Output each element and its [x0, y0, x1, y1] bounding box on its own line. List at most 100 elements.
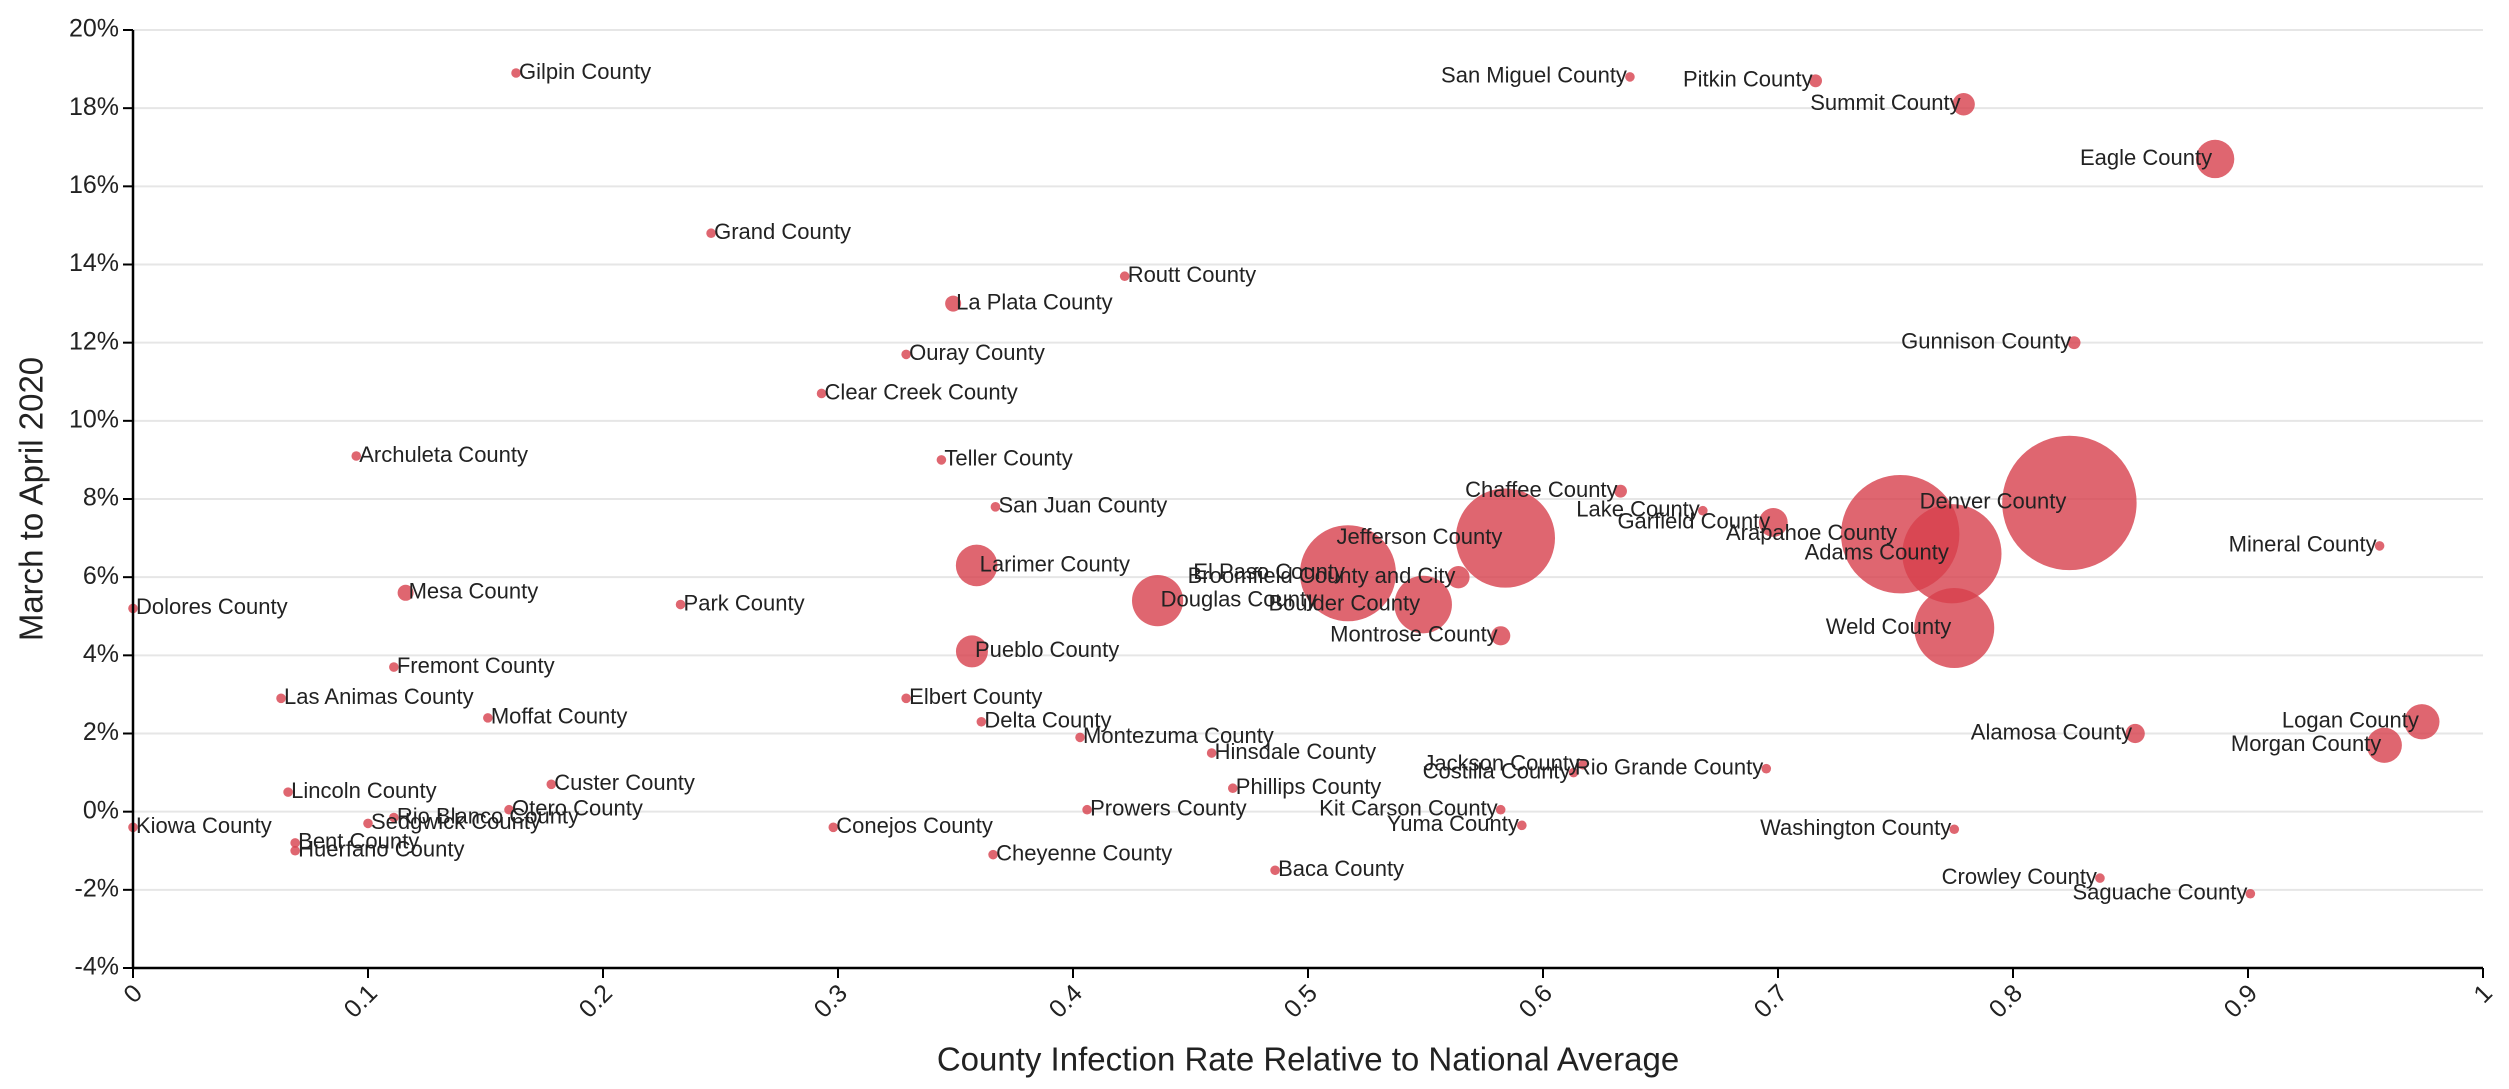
bubble — [1132, 575, 1184, 627]
x-tick-label: 0.5 — [1279, 979, 1323, 1023]
bubble — [945, 295, 962, 312]
point-label: Adams County — [1805, 540, 1949, 565]
bubble — [1758, 508, 1788, 537]
bubble — [2067, 336, 2081, 350]
point-label: Larimer County — [980, 551, 1130, 576]
point-label: Kiowa County — [136, 813, 272, 838]
y-axis-title: March to April 2020 — [13, 357, 50, 641]
point-label: Mesa County — [409, 579, 539, 604]
y-tick-label: 20% — [69, 15, 119, 43]
point-label: Gunnison County — [1901, 328, 2071, 353]
x-tick-label: 1 — [2468, 979, 2498, 1009]
bubble — [2002, 435, 2137, 571]
bubble — [1952, 93, 1975, 116]
bubble — [1455, 488, 1555, 588]
bubble — [397, 584, 414, 601]
bubble — [1270, 865, 1280, 876]
point-label: Morgan County — [2231, 731, 2381, 756]
bubble — [1614, 484, 1627, 498]
bubble — [1447, 565, 1470, 589]
bubble — [988, 849, 998, 860]
bubble — [828, 822, 839, 833]
bubble — [2404, 704, 2440, 740]
y-tick-label: -4% — [75, 953, 119, 981]
bubble — [1698, 505, 1708, 516]
point-label: Boulder County — [1268, 590, 1420, 615]
point-label: Lake County — [1576, 497, 1700, 522]
point-label: Arapahoe County — [1726, 520, 1897, 545]
y-tick-label: 14% — [69, 249, 119, 277]
point-label: El Paso County — [1193, 559, 1345, 584]
point-label: Hinsdale County — [1215, 739, 1376, 764]
bubble — [1625, 72, 1635, 82]
point-label: Summit County — [1810, 90, 1960, 115]
bubble — [483, 713, 493, 723]
y-tick-label: 0% — [83, 796, 119, 824]
point-label: Phillips County — [1236, 774, 1382, 799]
bubble — [511, 68, 521, 78]
bubble — [2245, 888, 2256, 899]
point-label: Bent County — [298, 829, 419, 854]
bubble — [901, 349, 911, 360]
point-label: Delta County — [984, 708, 1111, 733]
x-tick-label: 0.6 — [1514, 979, 1558, 1023]
bubble — [290, 838, 300, 848]
point-label: San Miguel County — [1441, 63, 1627, 88]
bubble — [1914, 587, 1995, 668]
bubble — [389, 662, 399, 672]
bubble — [1578, 759, 1588, 770]
point-label: Gilpin County — [519, 59, 651, 84]
bubble — [1082, 804, 1092, 815]
bubble — [976, 716, 987, 727]
x-axis-title: County Infection Rate Relative to Nation… — [937, 1041, 1679, 1078]
bubble — [706, 228, 716, 239]
bubble — [1809, 74, 1822, 88]
bubble — [2195, 139, 2235, 179]
bubble — [990, 502, 1001, 512]
point-label: Huerfano County — [298, 837, 464, 862]
point-label: Prowers County — [1090, 796, 1247, 821]
point-label: Jackson County — [1423, 751, 1580, 776]
marks — [128, 68, 2440, 899]
bubble — [2125, 723, 2145, 744]
bubble — [1075, 732, 1085, 743]
bubble — [351, 451, 362, 461]
x-tick-label: 0.3 — [809, 979, 853, 1023]
bubble — [389, 812, 399, 823]
bubble — [1394, 575, 1452, 634]
bubble — [546, 779, 557, 790]
bubble — [363, 818, 373, 829]
point-label: Alamosa County — [1971, 719, 2132, 744]
y-tick-label: 18% — [69, 93, 119, 121]
y-tick-label: 4% — [83, 640, 119, 668]
y-tick-label: -2% — [75, 874, 119, 902]
point-label: Park County — [684, 590, 805, 615]
bubble — [2095, 873, 2105, 883]
bubble — [1568, 767, 1579, 778]
point-label: Weld County — [1826, 614, 1952, 639]
y-tick-label: 2% — [83, 718, 119, 746]
bubble — [1949, 824, 1960, 835]
bubble — [1761, 763, 1772, 774]
point-label: Washington County — [1760, 815, 1951, 840]
labels: Gilpin County San Miguel County Pitkin Cou… — [136, 59, 2419, 905]
point-label: Kit Carson County — [1319, 796, 1498, 821]
point-label: Chaffee County — [1465, 477, 1617, 502]
point-label: Rio Blanco County — [397, 803, 579, 828]
x-tick-label: 0.8 — [1984, 979, 2028, 1023]
point-label: Garfield County — [1617, 508, 1770, 533]
bubble — [1517, 820, 1527, 831]
x-tick-label: 0.2 — [574, 979, 618, 1023]
point-label: Costilla County — [1423, 758, 1571, 783]
bubble — [283, 787, 293, 797]
bubble — [936, 455, 947, 465]
point-label: Logan County — [2282, 708, 2419, 733]
point-label: Routt County — [1128, 262, 1256, 287]
point-label: Baca County — [1278, 856, 1404, 881]
y-tick-label: 8% — [83, 484, 119, 512]
point-label: Jefferson County — [1336, 524, 1502, 549]
bubble — [2374, 541, 2385, 551]
x-tick-label: 0.7 — [1749, 979, 1793, 1023]
bubble — [955, 544, 998, 587]
